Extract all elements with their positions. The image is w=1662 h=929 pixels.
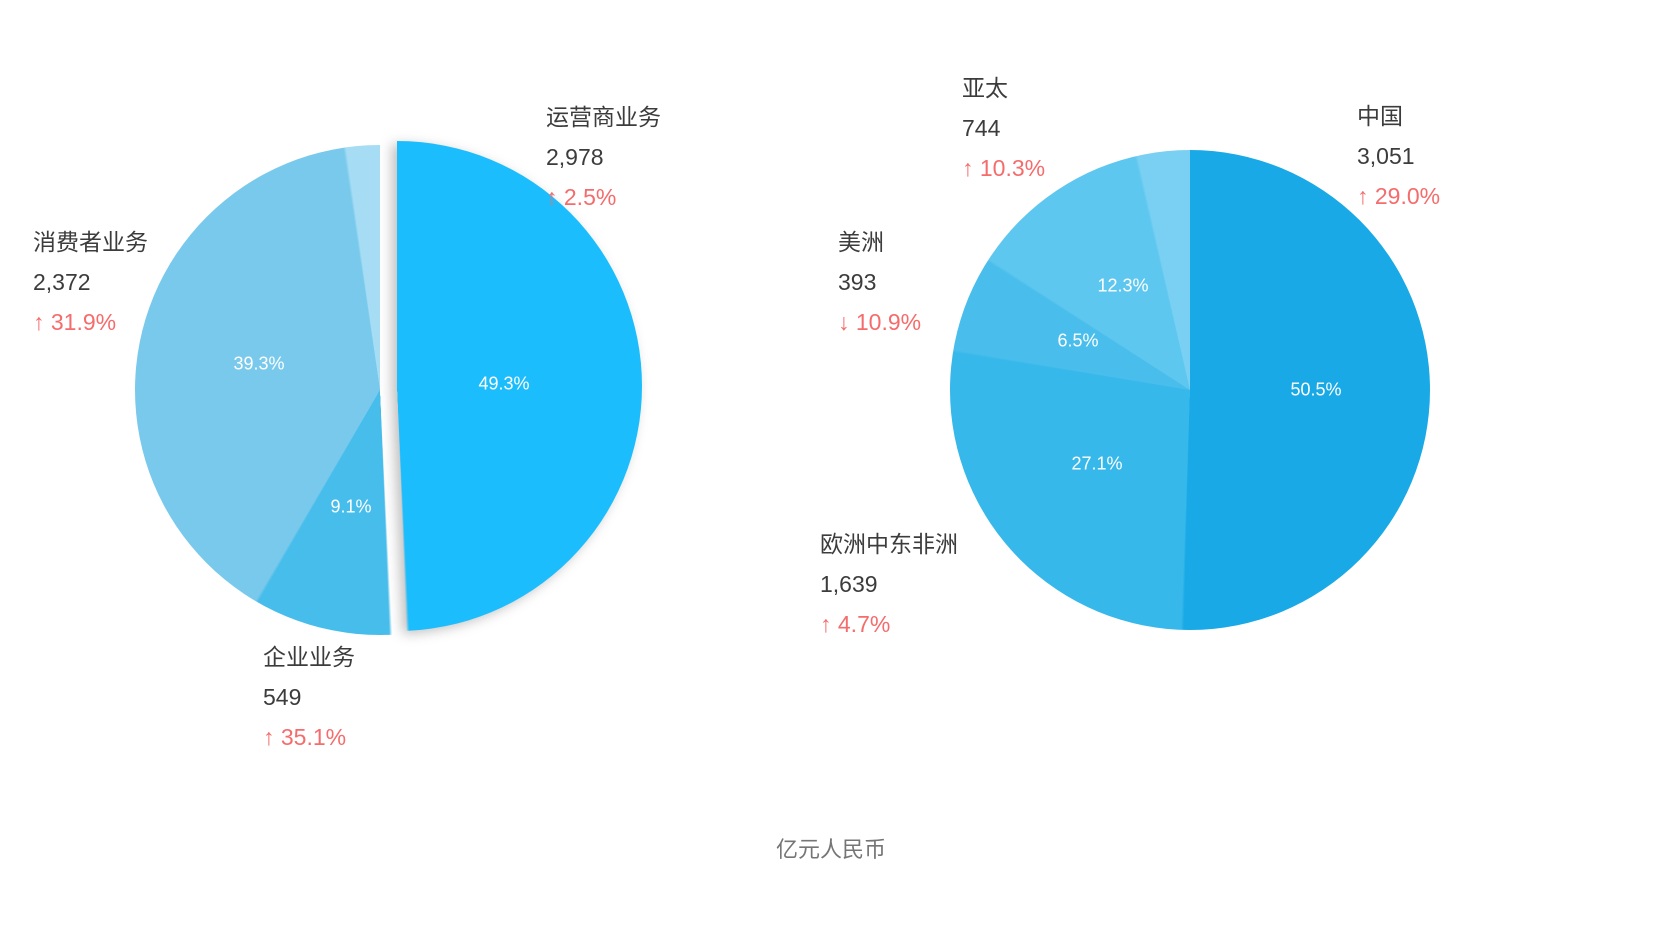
callout-label: 美洲 xyxy=(838,229,884,255)
pie-regions[interactable] xyxy=(950,150,1430,630)
callout-change: ↑ 29.0% xyxy=(1357,183,1441,209)
callout-value: 549 xyxy=(263,684,302,710)
pie-slice-carrier-business-exploded[interactable] xyxy=(152,141,642,631)
slice-share-label-china: 50.5% xyxy=(1290,379,1342,400)
callout-change: ↑ 10.3% xyxy=(962,155,1046,181)
callout-label: 企业业务 xyxy=(263,644,355,670)
callout-value: 393 xyxy=(838,269,877,295)
callout-change: ↑ 35.1% xyxy=(263,724,347,750)
callout-change: ↑ 4.7% xyxy=(820,611,891,637)
unit-caption: 亿元人民币 xyxy=(775,837,886,862)
callout-value: 2,372 xyxy=(33,269,91,295)
callout-carrier-business: 运营商业务 2,978 ↑ 2.5% xyxy=(546,97,661,217)
callout-change: ↑ 31.9% xyxy=(33,309,117,335)
callout-apac: 亚太 744 ↑ 10.3% xyxy=(962,68,1045,188)
callout-consumer-business: 消费者业务 2,372 ↑ 31.9% xyxy=(33,222,148,342)
slice-share-label-enterprise: 9.1% xyxy=(330,496,372,517)
callout-americas: 美洲 393 ↓ 10.9% xyxy=(838,222,921,342)
slice-share-label-carrier: 49.3% xyxy=(478,373,530,394)
callout-enterprise-business: 企业业务 549 ↑ 35.1% xyxy=(263,637,355,757)
callout-label: 欧洲中东非洲 xyxy=(820,531,958,557)
callout-china: 中国 3,051 ↑ 29.0% xyxy=(1357,96,1440,216)
callout-label: 运营商业务 xyxy=(546,104,661,130)
callout-emea: 欧洲中东非洲 1,639 ↑ 4.7% xyxy=(820,524,958,644)
slice-share-label-americas: 6.5% xyxy=(1057,330,1099,351)
callout-value: 1,639 xyxy=(820,571,878,597)
callout-value: 744 xyxy=(962,115,1001,141)
callout-value: 2,978 xyxy=(546,144,604,170)
callout-label: 亚太 xyxy=(962,75,1008,101)
callout-label: 中国 xyxy=(1357,103,1403,129)
slice-share-label-emea: 27.1% xyxy=(1071,453,1123,474)
slice-share-label-consumer: 39.3% xyxy=(233,353,285,374)
callout-change: ↑ 2.5% xyxy=(546,184,617,210)
slice-share-label-apac: 12.3% xyxy=(1097,275,1149,296)
callout-value: 3,051 xyxy=(1357,143,1415,169)
callout-change: ↓ 10.9% xyxy=(838,309,922,335)
callout-label: 消费者业务 xyxy=(33,229,148,255)
